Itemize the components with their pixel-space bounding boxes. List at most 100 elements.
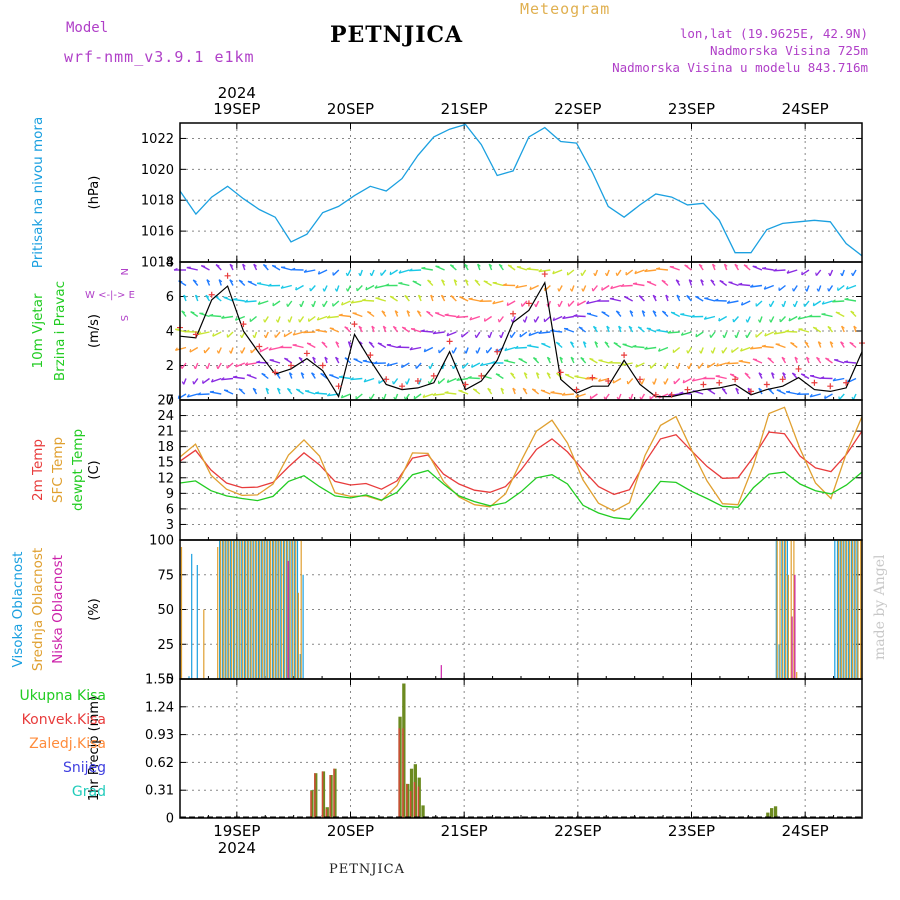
wind-arrow <box>512 316 516 323</box>
wind-arrow-head <box>502 283 507 286</box>
wind-arrow <box>774 331 786 335</box>
wind-arrow <box>274 331 281 338</box>
wind-arrow-head <box>267 283 272 287</box>
wind-arrow <box>635 362 645 368</box>
wind-arrow-head <box>585 376 589 380</box>
wind-arrow-head <box>768 303 772 307</box>
wind-arrow-head <box>662 310 667 314</box>
gust-marker <box>478 372 485 379</box>
gust-marker <box>430 372 437 379</box>
wind-arrow <box>277 316 281 323</box>
wind-arrow-head <box>397 345 402 348</box>
wind-arrow-head <box>538 330 542 334</box>
wind-arrow <box>528 331 539 337</box>
wind-arrow-head <box>279 345 284 348</box>
wind-arrow-head <box>473 388 478 391</box>
wind-arrow <box>667 331 680 334</box>
gust-marker <box>383 376 390 383</box>
wind-arrow-head <box>244 362 249 366</box>
gust-marker <box>351 321 358 328</box>
wind-arrow-head <box>832 377 836 382</box>
date-label-top: 21SEP <box>441 100 488 118</box>
wind-arrow-head <box>652 294 657 298</box>
y-tick-label: 0.93 <box>145 728 174 743</box>
wind-arrow-head <box>749 284 754 288</box>
wind-arrow <box>369 393 375 401</box>
cloud-bar <box>845 540 847 679</box>
wind-arrow <box>779 316 786 323</box>
gust-marker <box>747 388 754 395</box>
wind-arrow-head <box>284 357 289 360</box>
wind-arrow <box>432 393 445 396</box>
wind-arrow-head <box>265 387 270 391</box>
y-tick-label: 9 <box>166 487 174 502</box>
wind-arrow-head <box>380 272 382 276</box>
wind-arrow <box>332 300 340 307</box>
cloud-bar <box>257 540 260 679</box>
wind-arrow <box>538 331 551 334</box>
wind-arrow <box>700 347 704 354</box>
cloud-bar <box>283 540 286 679</box>
precip-bar-total <box>417 777 421 818</box>
cloud-bar <box>274 540 276 679</box>
wind-arrow <box>420 330 433 333</box>
gust-marker <box>319 362 326 369</box>
date-label-bottom: 23SEP <box>668 822 715 840</box>
wind-arrow-head <box>393 325 397 329</box>
wind-arrow <box>712 347 716 354</box>
y-units-label: (C) <box>87 460 102 479</box>
wind-arrow-head <box>527 344 532 347</box>
series-line-pressure <box>179 123 863 257</box>
panel-side-label: 2m Temp <box>30 439 46 501</box>
wind-arrow <box>241 347 246 354</box>
wind-arrow-head <box>405 381 408 385</box>
wind-arrow-head <box>242 263 246 267</box>
wind-arrow <box>336 285 340 292</box>
wind-arrow-head <box>441 279 445 283</box>
cloud-bar <box>239 540 241 679</box>
cloud-bar <box>779 540 781 679</box>
cloud-bar <box>846 540 848 679</box>
wind-arrow-head <box>526 267 531 270</box>
wind-arrow <box>386 362 398 367</box>
wind-arrow <box>183 378 187 385</box>
wind-arrow-head <box>345 288 349 292</box>
wind-arrow-head <box>426 310 431 314</box>
wind-arrow <box>707 362 716 369</box>
wind-arrow <box>346 269 352 277</box>
cloud-bar <box>857 540 859 679</box>
wind-arrow-head <box>210 378 214 383</box>
wind-arrow-head <box>612 379 615 384</box>
cloud-bar <box>271 540 274 679</box>
wind-arrow <box>759 316 763 323</box>
wind-arrow-head <box>658 348 661 352</box>
watermark: made by Angel <box>872 554 888 661</box>
wind-arrow <box>733 316 739 323</box>
wind-arrow <box>529 284 539 291</box>
wind-arrow-head <box>557 288 560 292</box>
wind-arrow-head <box>509 334 512 338</box>
wind-arrow-head <box>840 341 844 345</box>
wind-arrow-head <box>665 294 669 298</box>
wind-arrow-head <box>215 264 220 267</box>
wind-arrow <box>695 331 704 338</box>
wind-arrow-head <box>263 334 267 339</box>
wind-arrow <box>838 393 845 400</box>
wind-arrow-head <box>785 329 790 332</box>
gust-marker <box>684 386 691 393</box>
wind-arrow <box>303 269 316 273</box>
panel-side-label: Brzina i Pravac <box>52 281 68 381</box>
wind-arrow-head <box>451 365 454 370</box>
wind-arrow-head <box>432 392 437 396</box>
wind-arrow-head <box>851 272 854 276</box>
gust-marker <box>399 383 406 390</box>
wind-arrow <box>519 331 528 338</box>
wind-arrow <box>438 377 446 385</box>
wind-arrow <box>804 300 810 308</box>
wind-arrow-head <box>324 356 328 360</box>
wind-arrow-head <box>608 360 613 364</box>
wind-arrow-head <box>703 316 707 320</box>
wind-arrow <box>230 347 234 354</box>
wind-arrow <box>209 314 222 318</box>
gust-marker <box>303 350 310 357</box>
